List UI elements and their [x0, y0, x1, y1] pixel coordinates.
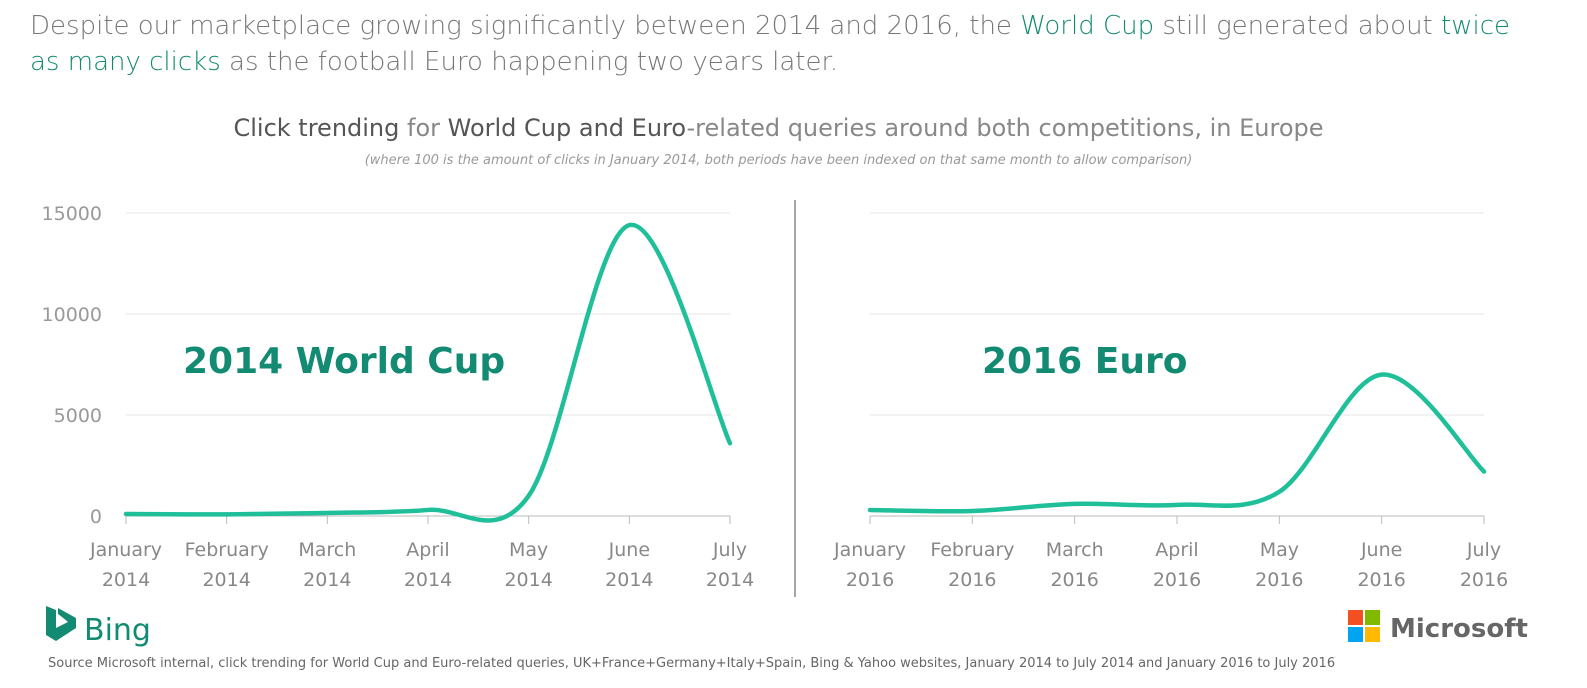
x-tick-label: May 2014: [504, 539, 553, 591]
y-tick-label: 0: [90, 506, 102, 528]
headline-segment: World Cup: [1020, 11, 1155, 41]
title-segment: -related queries around both competition…: [686, 114, 1324, 142]
title-segment: for: [399, 114, 448, 142]
title-segment: Click trending: [233, 114, 400, 142]
x-tick-label: May 2016: [1255, 539, 1304, 591]
x-tick-label: March 2016: [1045, 539, 1104, 591]
chart-title: Click trending for World Cup and Euro-re…: [0, 114, 1557, 142]
ms-square: [1348, 610, 1363, 625]
x-tick-label: January 2014: [89, 539, 163, 591]
x-tick-label: July 2016: [1459, 539, 1509, 591]
x-tick-label: July 2014: [705, 539, 755, 591]
x-tick-label: March 2014: [298, 539, 357, 591]
line: [867, 372, 1487, 514]
chart-subtitle: (where 100 is the amount of clicks in Ja…: [364, 153, 1193, 168]
ms-square: [1365, 627, 1380, 642]
headline-segment: still generated about: [1154, 11, 1442, 41]
x-tick-label: February 2014: [184, 539, 269, 591]
y-tick-label: 10000: [42, 304, 102, 326]
x-tick-label: April 2016: [1152, 539, 1202, 591]
title-segment: World Cup and Euro: [447, 114, 687, 142]
annotation: 2014 World Cup: [183, 341, 505, 382]
headline: Despite our marketplace growing signific…: [30, 8, 1530, 80]
x-tick-label: June 2014: [605, 539, 654, 591]
source-note: Source Microsoft internal, click trendin…: [48, 656, 1336, 671]
x-tick-label: June 2016: [1357, 539, 1406, 591]
bing-logo-text: Bing: [84, 613, 151, 648]
x-tick-label: April 2014: [403, 539, 453, 591]
x-tick-label: February 2016: [930, 539, 1015, 591]
bing-icon: [46, 606, 76, 641]
y-tick-label: 5000: [54, 405, 102, 427]
headline-segment: as the football Euro happening two years…: [220, 47, 839, 77]
y-tick-label: 15000: [42, 203, 102, 225]
ms-square: [1365, 610, 1380, 625]
annotation: 2016 Euro: [982, 341, 1187, 382]
x-tick-label: January 2016: [833, 539, 907, 591]
headline-segment: twice as many clicks: [30, 11, 1510, 77]
microsoft-logo-text: Microsoft: [1390, 614, 1528, 644]
headline-segment: Despite our marketplace growing signific…: [30, 11, 1021, 41]
ms-square: [1348, 627, 1363, 642]
line: [123, 222, 733, 523]
